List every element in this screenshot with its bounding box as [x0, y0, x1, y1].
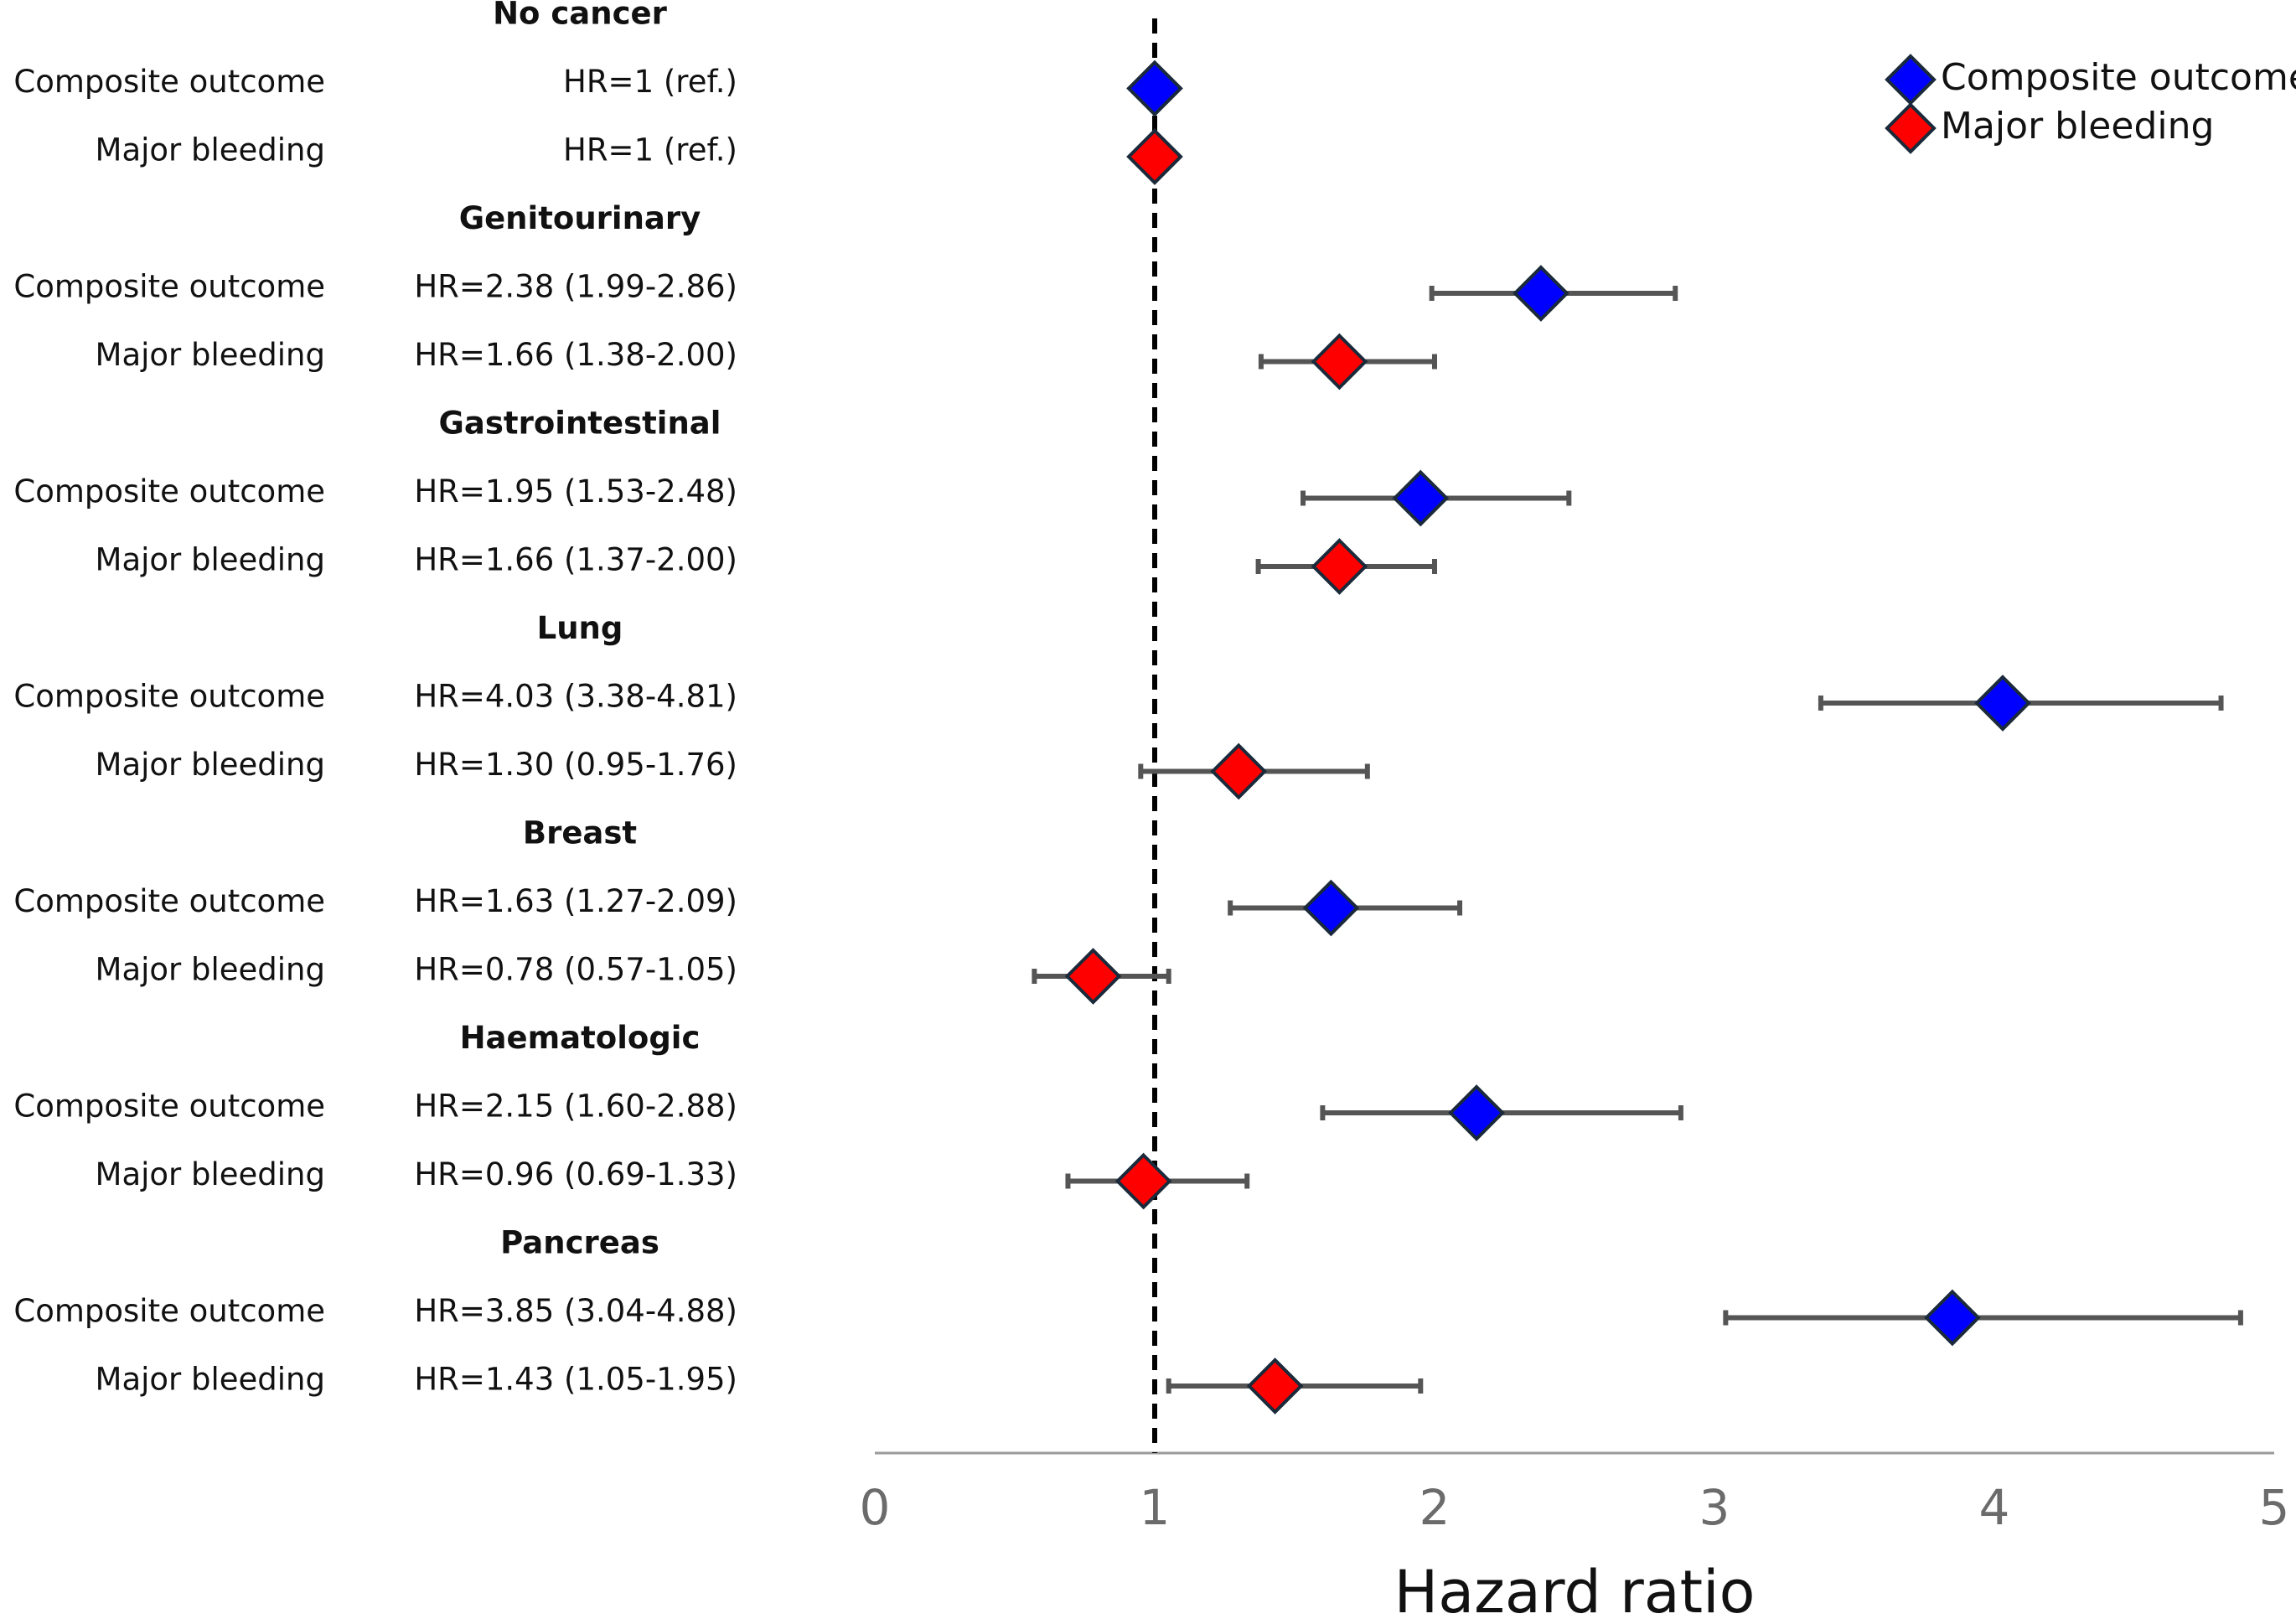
group-header: Breast	[523, 815, 637, 851]
hr-value-label: HR=0.96 (0.69-1.33)	[414, 1156, 737, 1192]
group-header: Gastrointestinal	[439, 406, 721, 442]
x-tick-label: 2	[1419, 1479, 1451, 1536]
x-tick-label: 5	[2259, 1479, 2290, 1536]
hr-point-marker	[1126, 59, 1183, 117]
row-label: Major bleeding	[96, 337, 325, 373]
hr-point-marker	[1924, 1289, 1981, 1347]
hr-value-label: HR=1.95 (1.53-2.48)	[414, 473, 737, 509]
row-label: Composite outcome	[13, 1293, 325, 1329]
hr-value-label: HR=3.85 (3.04-4.88)	[414, 1293, 737, 1329]
hr-point-marker	[1392, 469, 1450, 527]
row-label: Composite outcome	[13, 473, 325, 509]
x-tick-label: 4	[1979, 1479, 2010, 1536]
hr-point-marker	[1246, 1358, 1304, 1415]
hr-value-label: HR=1.63 (1.27-2.09)	[414, 883, 737, 919]
row-label: Composite outcome	[13, 883, 325, 919]
hr-point-marker	[1302, 879, 1360, 937]
hr-value-label: HR=2.38 (1.99-2.86)	[414, 269, 737, 305]
row-label: Major bleeding	[96, 952, 325, 988]
row-label: Composite outcome	[13, 64, 325, 100]
row-label: Composite outcome	[13, 1089, 325, 1125]
hr-value-label: HR=2.15 (1.60-2.88)	[414, 1089, 737, 1125]
group-header: Lung	[537, 610, 623, 646]
hr-value-label: HR=1.43 (1.05-1.95)	[414, 1362, 737, 1398]
row-label: Major bleeding	[96, 542, 325, 578]
hr-point-marker	[1210, 742, 1268, 800]
legend-label: Composite outcome	[1941, 56, 2296, 99]
hr-value-label: HR=4.03 (3.38-4.81)	[414, 679, 737, 715]
hr-point-marker	[1311, 538, 1368, 595]
x-tick-label: 0	[860, 1479, 891, 1536]
hr-value-label: HR=1.66 (1.37-2.00)	[414, 542, 737, 578]
hr-value-label: HR=1.30 (0.95-1.76)	[414, 747, 737, 783]
legend-label: Major bleeding	[1941, 105, 2214, 147]
row-label: Major bleeding	[96, 747, 325, 783]
group-header: Haematologic	[460, 1020, 701, 1056]
hr-value-label: HR=1 (ref.)	[563, 132, 737, 168]
hr-point-marker	[1311, 333, 1368, 390]
x-axis-title: Hazard ratio	[1394, 1558, 1756, 1624]
row-label: Major bleeding	[96, 1362, 325, 1398]
row-label: Composite outcome	[13, 679, 325, 715]
hr-value-label: HR=0.78 (0.57-1.05)	[414, 952, 737, 988]
legend-marker	[1885, 54, 1937, 106]
row-label: Composite outcome	[13, 269, 325, 305]
x-tick-label: 1	[1140, 1479, 1171, 1536]
hr-point-marker	[1448, 1084, 1505, 1141]
group-header: Genitourinary	[459, 200, 701, 236]
x-tick-label: 3	[1699, 1479, 1730, 1536]
hr-point-marker	[1513, 265, 1569, 322]
hr-point-marker	[1114, 1152, 1172, 1210]
row-label: Major bleeding	[96, 132, 325, 168]
hr-point-marker	[1974, 675, 2031, 732]
legend-marker	[1885, 102, 1937, 154]
hr-point-marker	[1064, 948, 1122, 1005]
hr-value-label: HR=1 (ref.)	[563, 64, 737, 100]
group-header: Pancreas	[500, 1225, 659, 1261]
group-header: No cancer	[493, 0, 668, 32]
hr-point-marker	[1126, 128, 1183, 185]
row-label: Major bleeding	[96, 1156, 325, 1192]
hr-value-label: HR=1.66 (1.38-2.00)	[414, 337, 737, 373]
